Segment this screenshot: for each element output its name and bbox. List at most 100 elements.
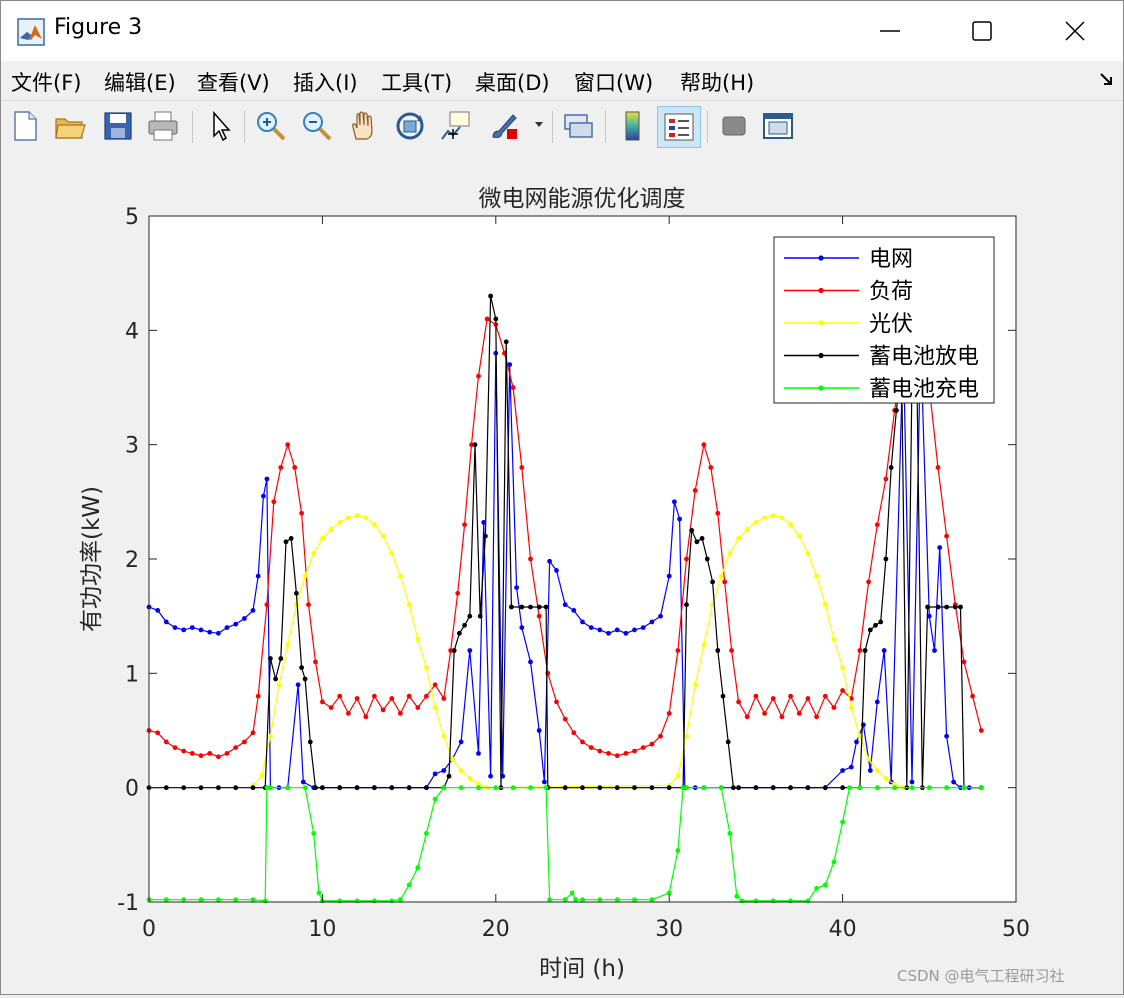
data-point bbox=[666, 785, 672, 791]
menu-desktop[interactable]: 桌面(D) bbox=[475, 71, 550, 95]
data-point bbox=[597, 627, 603, 633]
data-point bbox=[883, 556, 889, 562]
menu-window[interactable]: 窗口(W) bbox=[574, 71, 654, 95]
data-point bbox=[840, 819, 845, 825]
data-point bbox=[462, 622, 467, 628]
data-point bbox=[547, 558, 552, 564]
pan-hand-icon[interactable] bbox=[347, 109, 381, 143]
data-point bbox=[189, 751, 195, 756]
data-point bbox=[337, 520, 343, 525]
data-point bbox=[316, 890, 322, 896]
legend-entry-label: 光伏 bbox=[869, 312, 913, 337]
zoom-in-icon[interactable] bbox=[254, 109, 288, 143]
data-point bbox=[606, 751, 611, 756]
colorbar-icon[interactable] bbox=[616, 109, 650, 143]
menu-file[interactable]: 文件(F) bbox=[11, 71, 82, 95]
data-point bbox=[372, 898, 377, 904]
data-tips-icon[interactable] bbox=[438, 109, 472, 143]
data-point bbox=[285, 442, 291, 448]
data-point bbox=[848, 705, 854, 710]
menu-edit[interactable]: 编辑(E) bbox=[104, 71, 176, 95]
data-point bbox=[292, 465, 298, 470]
data-point bbox=[432, 705, 438, 710]
title-bar[interactable]: Figure 3 bbox=[1, 1, 1123, 61]
y-tick-label: 4 bbox=[125, 319, 139, 344]
rotate-3d-icon[interactable] bbox=[393, 109, 427, 143]
x-tick-label: 0 bbox=[142, 917, 156, 942]
close-button[interactable] bbox=[1052, 9, 1098, 53]
data-point bbox=[831, 636, 837, 642]
data-point bbox=[909, 785, 915, 791]
data-point bbox=[389, 785, 395, 791]
hide-tools-icon[interactable] bbox=[717, 109, 751, 143]
data-point bbox=[862, 648, 868, 653]
print-icon[interactable] bbox=[146, 109, 180, 143]
minimize-button[interactable] bbox=[867, 9, 913, 53]
data-point bbox=[233, 621, 239, 627]
open-folder-icon[interactable] bbox=[53, 109, 87, 143]
data-point bbox=[796, 711, 802, 716]
data-point bbox=[503, 339, 509, 345]
data-point bbox=[467, 776, 473, 781]
data-point bbox=[264, 602, 270, 608]
data-point bbox=[708, 465, 714, 470]
undock-arrow-icon[interactable] bbox=[1099, 71, 1115, 87]
y-tick-label: 5 bbox=[125, 205, 139, 230]
zoom-out-icon[interactable] bbox=[300, 109, 334, 143]
data-point bbox=[198, 627, 204, 633]
data-point bbox=[306, 602, 311, 608]
data-point bbox=[753, 898, 759, 904]
data-point bbox=[632, 627, 637, 633]
data-point bbox=[455, 590, 461, 596]
data-point bbox=[458, 785, 464, 791]
data-point bbox=[692, 682, 698, 688]
pointer-icon[interactable] bbox=[204, 109, 238, 143]
data-point bbox=[415, 705, 421, 710]
menu-view[interactable]: 查看(V) bbox=[197, 71, 270, 95]
data-point bbox=[649, 619, 655, 625]
data-point bbox=[694, 539, 700, 545]
data-point bbox=[753, 693, 759, 699]
data-point bbox=[640, 625, 646, 630]
data-point bbox=[672, 499, 677, 505]
data-point bbox=[198, 753, 204, 759]
data-point bbox=[354, 696, 360, 701]
dock-figure-icon[interactable] bbox=[761, 109, 795, 143]
legend-toggle-button[interactable] bbox=[657, 106, 701, 148]
data-point bbox=[398, 573, 403, 579]
data-point bbox=[944, 733, 949, 739]
data-point bbox=[507, 362, 513, 367]
chevron-down-icon[interactable] bbox=[534, 121, 544, 129]
data-point bbox=[313, 785, 318, 791]
data-point bbox=[788, 522, 793, 528]
data-point bbox=[699, 536, 705, 541]
brush-icon[interactable] bbox=[487, 109, 521, 143]
data-point bbox=[814, 885, 819, 891]
data-point bbox=[779, 515, 785, 521]
data-point bbox=[233, 897, 239, 903]
maximize-button[interactable] bbox=[959, 9, 1005, 53]
menu-insert[interactable]: 插入(I) bbox=[293, 71, 358, 95]
data-point bbox=[163, 897, 169, 903]
data-point bbox=[216, 785, 221, 791]
data-point bbox=[481, 520, 487, 525]
data-point bbox=[451, 648, 457, 653]
data-point bbox=[675, 848, 681, 853]
save-icon[interactable] bbox=[101, 109, 135, 143]
data-point bbox=[675, 648, 681, 653]
link-plot-icon[interactable] bbox=[561, 109, 595, 143]
data-point bbox=[961, 785, 967, 791]
data-point bbox=[857, 733, 863, 739]
data-point bbox=[866, 579, 871, 585]
data-point bbox=[937, 545, 943, 550]
new-file-icon[interactable] bbox=[9, 109, 43, 143]
menu-tools[interactable]: 工具(T) bbox=[381, 71, 453, 95]
y-tick-label: -1 bbox=[117, 891, 139, 916]
legend-entry-label: 蓄电池放电 bbox=[869, 345, 979, 370]
data-point bbox=[311, 550, 317, 556]
toolbar-separator bbox=[192, 111, 193, 143]
data-point bbox=[588, 745, 594, 750]
menu-help[interactable]: 帮助(H) bbox=[680, 71, 755, 95]
